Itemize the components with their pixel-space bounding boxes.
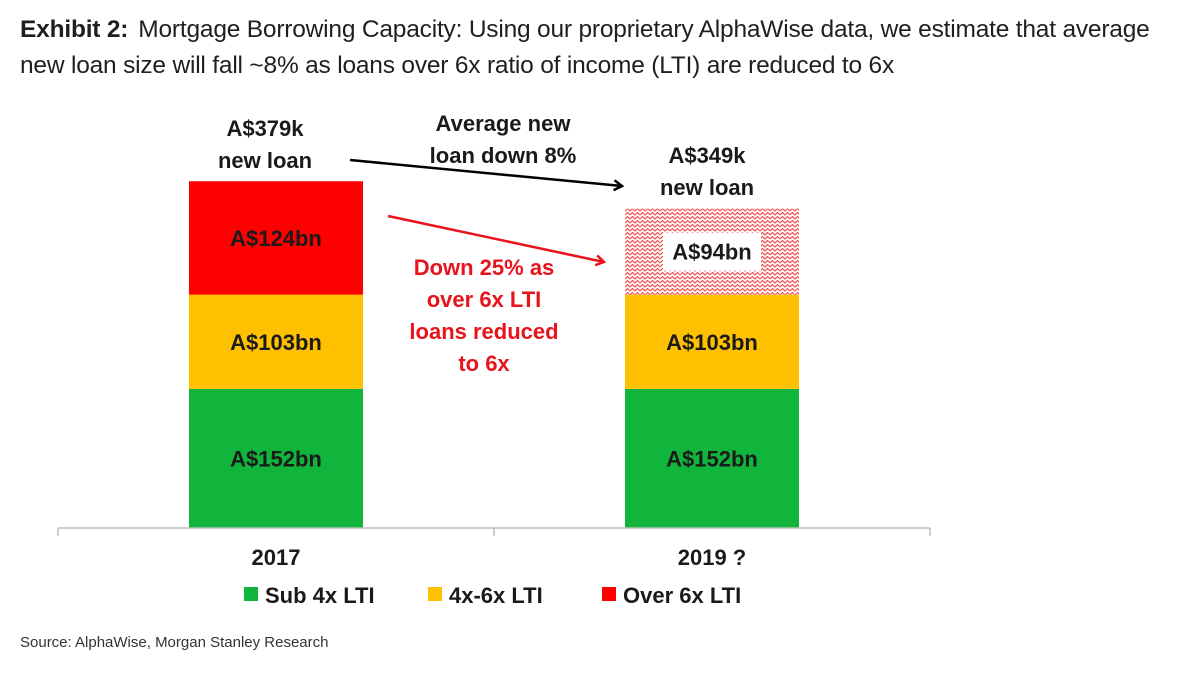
arrow-annotation-text: loan down 8% — [430, 143, 577, 168]
annotations-layer: A$379k new loan A$349k new loan Average new l… — [218, 111, 754, 376]
data-label: A$124bn — [230, 226, 322, 251]
title-text: Mortgage Borrowing Capacity: Using our p… — [20, 16, 1150, 79]
chart-title: Exhibit 2: Mortgage Borrowing Capacity: U… — [20, 12, 1170, 84]
legend-swatch — [602, 587, 616, 601]
x-tick-label: 2019 ? — [678, 545, 747, 570]
total-label: new loan — [218, 148, 312, 173]
total-label: new loan — [660, 175, 754, 200]
legend-swatch — [428, 587, 442, 601]
legend-label: Over 6x LTI — [623, 583, 741, 608]
bar-segment — [189, 294, 363, 389]
source-note: Source: AlphaWise, Morgan Stanley Resear… — [20, 634, 329, 651]
total-label: A$379k — [226, 116, 304, 141]
red-annotation-text: loans reduced — [409, 319, 558, 344]
bars-layer: A$152bn A$103bn A$124bn A$152bn A$103bn A$94b… — [189, 181, 799, 528]
legend-label: 4x-6x LTI — [449, 583, 543, 608]
legend: Sub 4x LTI 4x-6x LTI Over 6x LTI — [244, 583, 741, 608]
bar-segment — [625, 388, 799, 528]
data-label: A$152bn — [666, 446, 758, 471]
label-background — [663, 232, 761, 271]
exhibit-label: Exhibit 2: — [20, 16, 129, 43]
red-annotation-text: to 6x — [458, 351, 510, 376]
red-arrow — [387, 214, 604, 262]
data-label: A$94bn — [672, 240, 751, 265]
bar-segment — [189, 181, 363, 295]
bar-segment — [189, 388, 363, 528]
red-annotation-text: Down 25% as — [414, 255, 555, 280]
legend-swatch — [244, 587, 258, 601]
bar-segment — [625, 294, 799, 389]
red-annotation-text: over 6x LTI — [427, 287, 542, 312]
x-axis: 2017 2019 ? — [57, 527, 931, 570]
data-label: A$103bn — [230, 330, 322, 355]
black-arrow — [349, 158, 622, 186]
arrow-annotation-text: Average new — [436, 111, 572, 136]
data-label: A$152bn — [230, 446, 322, 471]
legend-label: Sub 4x LTI — [265, 583, 375, 608]
data-label: A$103bn — [666, 330, 758, 355]
x-tick-label: 2017 — [252, 545, 301, 570]
total-label: A$349k — [668, 143, 746, 168]
